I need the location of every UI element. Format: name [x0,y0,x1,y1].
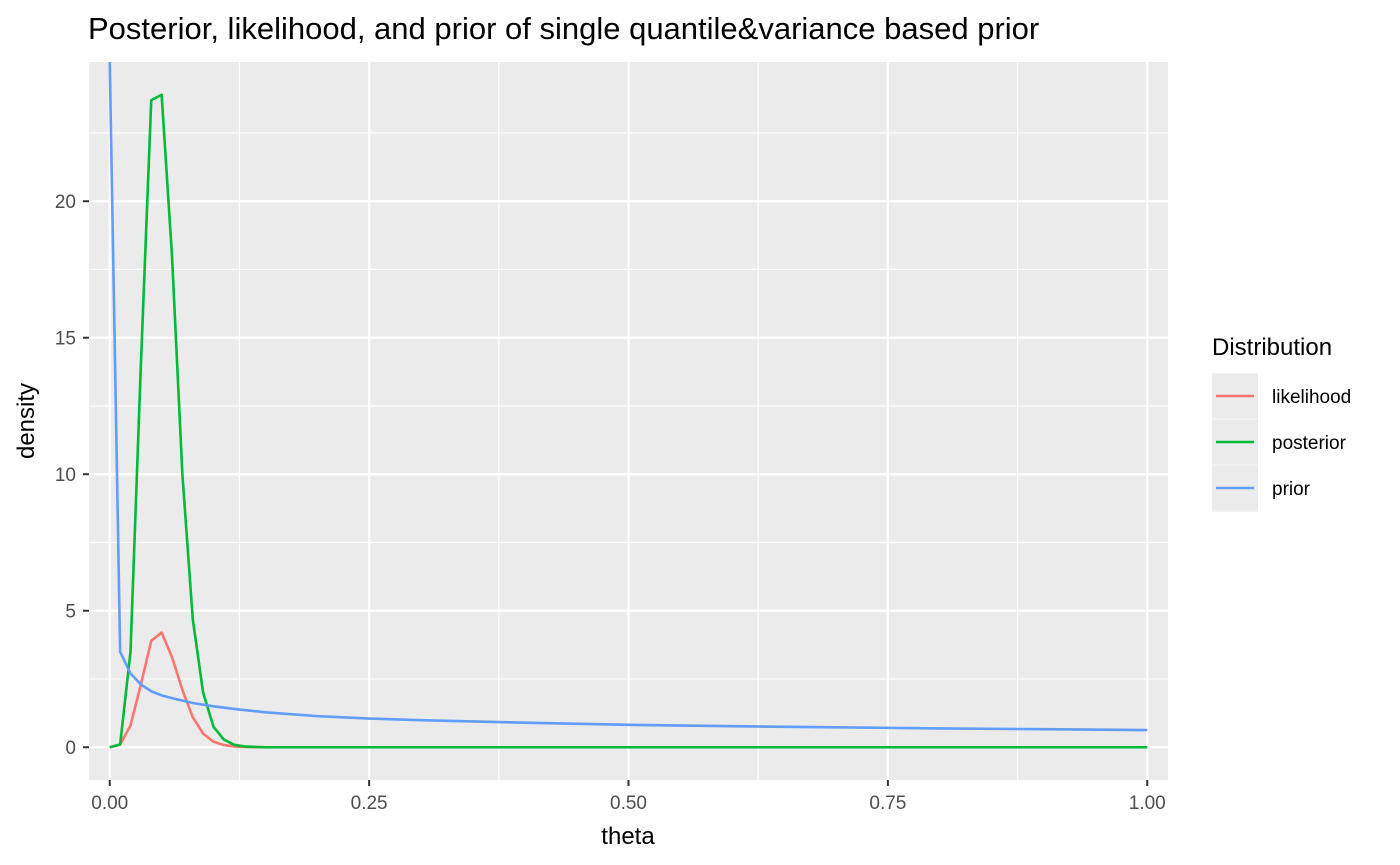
x-tick-label: 0.00 [91,793,128,814]
series-line-posterior [109,93,1148,749]
y-axis-title: density [13,383,40,459]
legend: Distribution likelihood posterior prior [1212,334,1351,512]
y-tick-label: 10 [55,465,76,486]
x-axis-title: theta [601,823,655,850]
series-layer [108,62,1148,749]
y-tick-label: 5 [65,602,76,623]
legend-label-likelihood: likelihood [1272,387,1351,408]
legend-title: Distribution [1212,334,1332,361]
chart-title: Posterior, likelihood, and prior of sing… [88,11,1039,46]
y-axis: 0 5 10 15 20 [55,192,89,759]
x-tick-label: 0.25 [351,793,388,814]
x-tick-label: 1.00 [1129,793,1166,814]
x-axis: 0.00 0.25 0.50 0.75 1.00 [91,780,1166,814]
series-line-prior [108,62,1148,732]
y-tick-label: 0 [65,738,76,759]
y-tick-label: 20 [55,192,76,213]
x-tick-label: 0.75 [869,793,906,814]
legend-label-posterior: posterior [1272,433,1347,454]
legend-label-prior: prior [1272,479,1311,500]
x-tick-label: 0.50 [610,793,647,814]
y-tick-label: 15 [55,329,76,350]
